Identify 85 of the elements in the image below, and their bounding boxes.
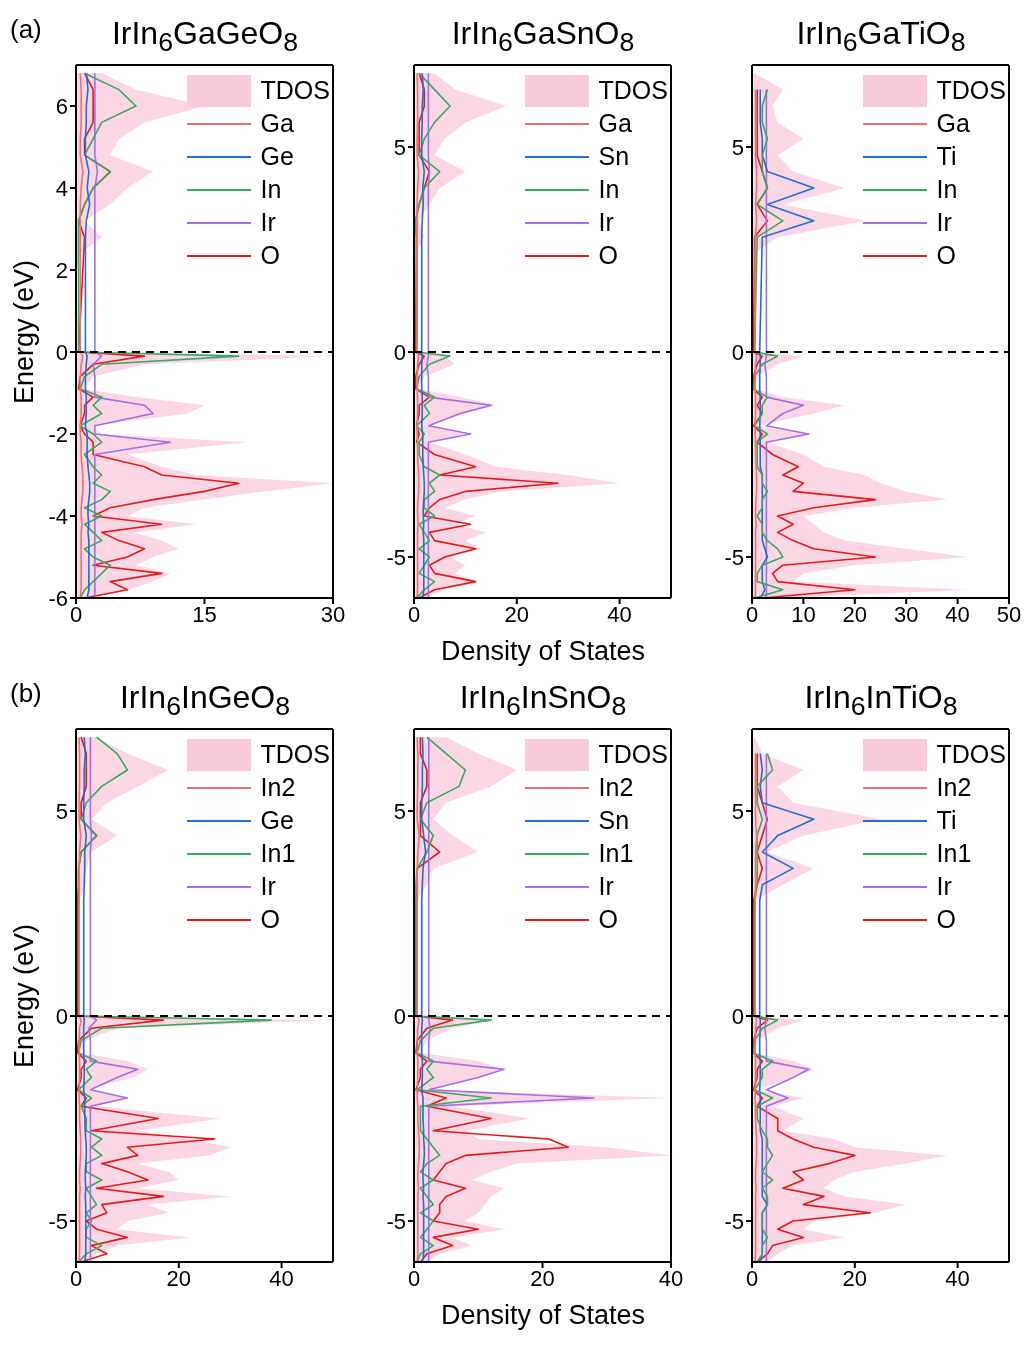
x-axis-title: Density of States xyxy=(440,1300,646,1330)
y-tick-label: -5 xyxy=(386,544,406,570)
x-tick-label: 50 xyxy=(996,601,1022,627)
legend-label: In1 xyxy=(260,839,296,868)
legend-label: O xyxy=(936,905,956,934)
chart-title: IrIn$_{6}$GaSnO$_{8}$ xyxy=(450,14,636,58)
legend-label: O xyxy=(260,905,280,934)
legend-label: Ge xyxy=(260,142,294,171)
x-tick-label: 30 xyxy=(893,601,919,627)
chart-title: IrIn$_{6}$InTiO$_{8}$ xyxy=(803,678,959,722)
chart-title: IrIn$_{6}$GaGeO$_{8}$ xyxy=(111,15,299,58)
y-tick-label: 5 xyxy=(731,798,744,824)
x-tick-label: 15 xyxy=(192,601,217,627)
x-tick-label: 20 xyxy=(842,1265,868,1291)
y-tick-label: -5 xyxy=(724,1208,744,1234)
x-tick-label: 40 xyxy=(945,1265,970,1291)
legend-label: In xyxy=(936,175,958,204)
legend-label: Ir xyxy=(598,208,614,237)
legend-label: Ti xyxy=(936,806,957,835)
legend-label: In1 xyxy=(598,839,634,868)
legend-label: O xyxy=(260,241,280,270)
y-tick-label: 5 xyxy=(393,798,406,824)
legend-label: TDOS xyxy=(598,740,668,769)
y-tick-label: 0 xyxy=(55,1003,68,1029)
legend-label: TDOS xyxy=(260,76,330,105)
y-tick-label: -4 xyxy=(48,503,68,529)
y-tick-label: 6 xyxy=(55,93,68,119)
y-tick-label: -2 xyxy=(48,421,68,447)
x-axis-title: Density of States xyxy=(440,636,646,666)
y-tick-label: 0 xyxy=(731,1003,744,1029)
legend-label: In xyxy=(260,175,282,204)
legend-label: TDOS xyxy=(936,76,1006,105)
y-tick-label: 5 xyxy=(731,134,744,160)
x-tick-label: 40 xyxy=(607,601,632,627)
chart-title: IrIn$_{6}$InGeO$_{8}$ xyxy=(119,679,291,722)
legend-label: In1 xyxy=(936,839,972,868)
chart-title: IrIn$_{6}$GaTiO$_{8}$ xyxy=(795,14,967,58)
legend-label: TDOS xyxy=(936,740,1006,769)
y-tick-label: 5 xyxy=(393,134,406,160)
y-tick-label: 0 xyxy=(393,1003,406,1029)
x-tick-label: 40 xyxy=(658,1265,684,1291)
legend-label: TDOS xyxy=(260,740,330,769)
legend-label: TDOS xyxy=(598,76,668,105)
legend-label: Ir xyxy=(936,872,952,901)
legend-label: Ti xyxy=(936,142,957,171)
legend-label: O xyxy=(598,241,618,270)
y-tick-label: 5 xyxy=(55,798,68,824)
chart-title: IrIn$_{6}$InSnO$_{8}$ xyxy=(458,678,628,722)
legend-label: Sn xyxy=(598,142,630,171)
y-tick-label: -6 xyxy=(48,585,68,611)
legend-label: O xyxy=(936,241,956,270)
legend-label: O xyxy=(598,905,618,934)
legend-label: In2 xyxy=(936,773,972,802)
legend-label: Ir xyxy=(598,872,614,901)
legend-label: Ga xyxy=(598,109,632,138)
y-tick-label: -5 xyxy=(48,1208,68,1234)
x-tick-label: 20 xyxy=(530,1265,555,1291)
x-tick-label: 40 xyxy=(945,601,970,627)
legend-label: In2 xyxy=(260,773,296,802)
legend-label: Ga xyxy=(260,109,294,138)
legend-label: In2 xyxy=(598,773,634,802)
x-tick-label: 20 xyxy=(166,1265,192,1291)
y-tick-label: -5 xyxy=(386,1208,406,1234)
legend-label: Ir xyxy=(260,208,276,237)
legend-label: Ga xyxy=(936,109,970,138)
x-tick-label: 20 xyxy=(504,601,530,627)
x-tick-label: 40 xyxy=(269,1265,294,1291)
y-tick-label: -5 xyxy=(724,544,744,570)
legend-label: Ir xyxy=(260,872,276,901)
y-tick-label: 0 xyxy=(55,339,68,365)
y-axis-title: Energy (eV) xyxy=(8,259,40,405)
x-tick-label: 20 xyxy=(842,601,868,627)
legend-label: Ge xyxy=(260,806,294,835)
x-tick-label: 10 xyxy=(791,601,816,627)
legend-label: In xyxy=(598,175,620,204)
legend-label: Ir xyxy=(936,208,952,237)
y-tick-label: 4 xyxy=(55,175,68,201)
y-tick-label: 2 xyxy=(55,257,68,283)
legend-label: Sn xyxy=(598,806,630,835)
y-tick-label: 0 xyxy=(731,339,744,365)
text: (b) xyxy=(10,678,42,709)
x-tick-label: 30 xyxy=(320,601,346,627)
y-tick-label: 0 xyxy=(393,339,406,365)
y-axis-title: Energy (eV) xyxy=(8,923,40,1069)
text: (a) xyxy=(10,14,42,45)
